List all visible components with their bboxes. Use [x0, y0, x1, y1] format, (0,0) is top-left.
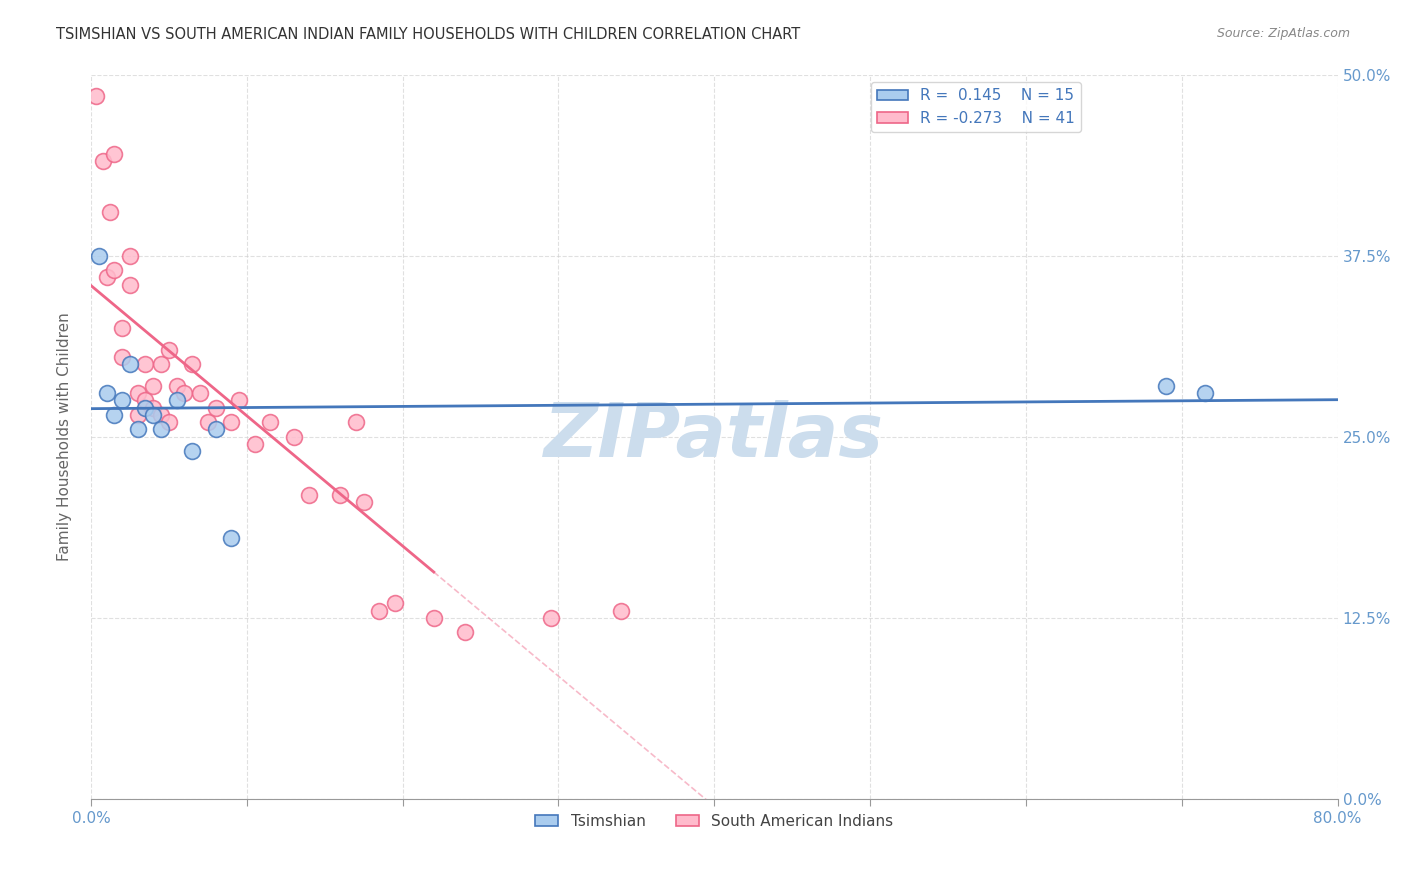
- Point: [540, 611, 562, 625]
- Point: [368, 603, 391, 617]
- Point: [98, 205, 121, 219]
- Point: [96, 386, 118, 401]
- Point: [103, 408, 125, 422]
- Point: [329, 488, 352, 502]
- Point: [93, 154, 115, 169]
- Point: [150, 408, 173, 422]
- Point: [142, 379, 165, 393]
- Point: [243, 437, 266, 451]
- Point: [127, 408, 149, 422]
- Point: [610, 603, 633, 617]
- Legend: Tsimshian, South American Indians: Tsimshian, South American Indians: [529, 807, 900, 835]
- Point: [1194, 386, 1216, 401]
- Point: [134, 357, 156, 371]
- Point: [197, 415, 219, 429]
- Point: [127, 386, 149, 401]
- Point: [219, 415, 242, 429]
- Point: [111, 321, 134, 335]
- Point: [228, 393, 250, 408]
- Text: ZIPatlas: ZIPatlas: [544, 401, 884, 473]
- Point: [84, 89, 107, 103]
- Point: [150, 357, 173, 371]
- Point: [181, 444, 204, 458]
- Point: [150, 422, 173, 436]
- Point: [204, 401, 226, 415]
- Point: [103, 263, 125, 277]
- Point: [103, 147, 125, 161]
- Point: [344, 415, 367, 429]
- Point: [134, 401, 156, 415]
- Point: [157, 343, 180, 357]
- Point: [96, 270, 118, 285]
- Point: [166, 379, 188, 393]
- Point: [384, 596, 406, 610]
- Point: [283, 430, 305, 444]
- Point: [219, 531, 242, 545]
- Point: [259, 415, 281, 429]
- Point: [134, 393, 156, 408]
- Point: [111, 393, 134, 408]
- Point: [111, 350, 134, 364]
- Point: [142, 408, 165, 422]
- Text: Source: ZipAtlas.com: Source: ZipAtlas.com: [1216, 27, 1350, 40]
- Y-axis label: Family Households with Children: Family Households with Children: [58, 312, 72, 561]
- Point: [142, 401, 165, 415]
- Point: [118, 249, 141, 263]
- Point: [298, 488, 321, 502]
- Point: [118, 277, 141, 292]
- Point: [353, 495, 375, 509]
- Point: [204, 422, 226, 436]
- Point: [166, 393, 188, 408]
- Point: [118, 357, 141, 371]
- Point: [173, 386, 195, 401]
- Text: TSIMSHIAN VS SOUTH AMERICAN INDIAN FAMILY HOUSEHOLDS WITH CHILDREN CORRELATION C: TSIMSHIAN VS SOUTH AMERICAN INDIAN FAMIL…: [56, 27, 800, 42]
- Point: [127, 422, 149, 436]
- Point: [423, 611, 446, 625]
- Point: [188, 386, 211, 401]
- Point: [181, 357, 204, 371]
- Point: [454, 625, 477, 640]
- Point: [1154, 379, 1177, 393]
- Point: [87, 249, 110, 263]
- Point: [157, 415, 180, 429]
